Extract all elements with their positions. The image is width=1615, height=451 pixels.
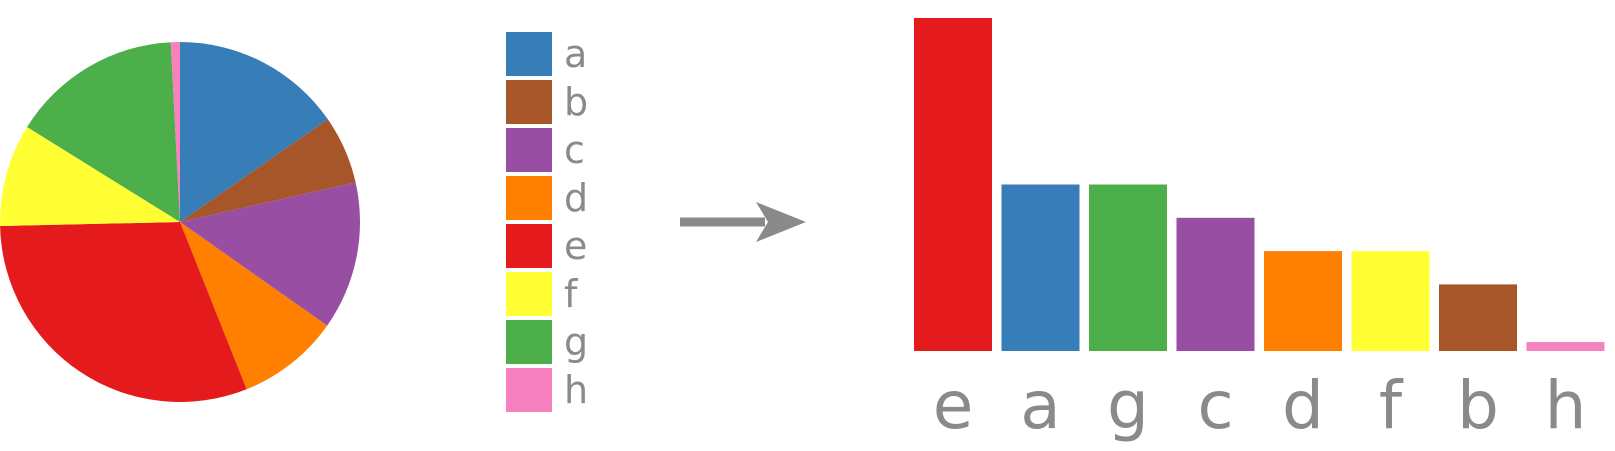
- bar-f: [1351, 251, 1430, 351]
- bar-label-d: d: [1282, 367, 1324, 444]
- bar-a: [1001, 184, 1080, 351]
- pie-slice-f: [0, 127, 180, 227]
- pie-slice-h: [170, 42, 180, 222]
- legend-label-c: c: [564, 128, 585, 172]
- legend-swatch-c: [506, 128, 552, 172]
- legend-label-a: a: [564, 32, 587, 76]
- legend-swatch-h: [506, 368, 552, 412]
- legend-swatch-f: [506, 272, 552, 316]
- legend-label-g: g: [564, 320, 588, 364]
- legend-label-b: b: [564, 80, 588, 124]
- bar-label-e: e: [933, 367, 974, 444]
- legend-label-d: d: [564, 176, 588, 220]
- legend-swatch-e: [506, 224, 552, 268]
- bar-label-b: b: [1457, 367, 1499, 444]
- bar-b: [1439, 284, 1517, 351]
- pie-chart: [0, 42, 361, 402]
- legend-label-f: f: [564, 272, 579, 316]
- bar-label-h: h: [1545, 367, 1587, 444]
- transform-arrow: [680, 202, 806, 242]
- bar-label-g: g: [1107, 367, 1149, 444]
- legend-swatch-a: [506, 32, 552, 76]
- pie-slice-g: [27, 42, 181, 222]
- bar-d: [1264, 251, 1342, 351]
- legend-swatch-b: [506, 80, 552, 124]
- bar-label-c: c: [1197, 367, 1233, 444]
- pie-slice-b: [180, 119, 356, 222]
- legend-label-h: h: [564, 368, 588, 412]
- arrow-head: [756, 202, 806, 242]
- bar-h: [1526, 342, 1605, 351]
- bar-c: [1176, 217, 1255, 351]
- bar-label-a: a: [1020, 367, 1060, 444]
- legend-swatch-d: [506, 176, 552, 220]
- pie-slice-a: [180, 42, 328, 222]
- pie-slice-d: [180, 222, 328, 390]
- bar-label-f: f: [1379, 367, 1404, 444]
- legend-swatch-g: [506, 320, 552, 364]
- pie-slice-c: [180, 182, 361, 326]
- bar-g: [1089, 184, 1167, 351]
- bar-e: [914, 18, 992, 351]
- pie-slice-e: [0, 222, 247, 402]
- legend-label-e: e: [564, 224, 587, 268]
